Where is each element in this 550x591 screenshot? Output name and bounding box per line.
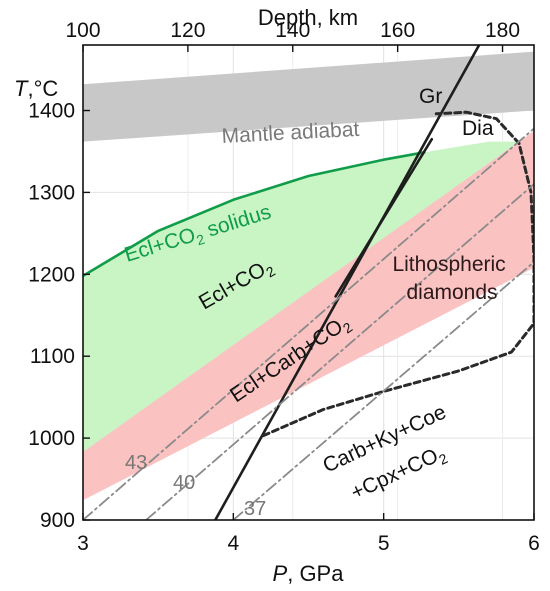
series-line-4 bbox=[83, 127, 534, 520]
x-tick-label: 6 bbox=[528, 532, 540, 555]
top-axis-title: Depth, km bbox=[258, 5, 358, 30]
top-tick-label: 160 bbox=[380, 19, 415, 42]
mantle-adiabat-band bbox=[83, 51, 534, 142]
plot-frame bbox=[82, 44, 535, 521]
series-lines bbox=[83, 45, 534, 520]
geotherm-43-label: 43 bbox=[125, 452, 147, 474]
series-line-6 bbox=[232, 261, 534, 520]
x-tick-label: 3 bbox=[77, 532, 89, 555]
top-tick-label: 140 bbox=[275, 19, 310, 42]
x-axis-title: P, GPa bbox=[273, 561, 345, 586]
y-axis-title: T,°C bbox=[14, 76, 58, 101]
series-line-0 bbox=[83, 151, 426, 278]
axis-ticks: 3 4 5 6 900 1000 1100 1200 1300 1400 100 120 140 160 1… bbox=[28, 19, 540, 555]
gr-label: Gr bbox=[419, 85, 442, 108]
y-tick-label: 900 bbox=[40, 509, 75, 532]
y-tick-label: 1100 bbox=[30, 345, 75, 368]
y-tick-label: 1200 bbox=[28, 263, 75, 286]
series-line-3 bbox=[261, 110, 534, 438]
y-tick-label: 1000 bbox=[28, 427, 75, 450]
ecl-carb-co2-field bbox=[83, 131, 534, 501]
top-tick-label: 180 bbox=[485, 19, 520, 42]
series-line-5 bbox=[145, 183, 534, 520]
series-line-1 bbox=[214, 45, 481, 520]
x-tick-label: 5 bbox=[378, 532, 390, 555]
geotherm-40-label: 40 bbox=[173, 472, 195, 494]
geotherm-37-label: 37 bbox=[244, 498, 266, 520]
top-tick-label: 120 bbox=[170, 19, 205, 42]
top-tick-label: 100 bbox=[65, 19, 100, 42]
x-tick-label: 4 bbox=[227, 532, 239, 555]
lithospheric-diamonds-label: Lithospheric diamonds bbox=[392, 253, 511, 304]
dia-label: Dia bbox=[462, 117, 494, 140]
y-tick-label: 1400 bbox=[28, 100, 75, 123]
series-line-2 bbox=[334, 137, 434, 298]
y-tick-label: 1300 bbox=[28, 181, 75, 204]
